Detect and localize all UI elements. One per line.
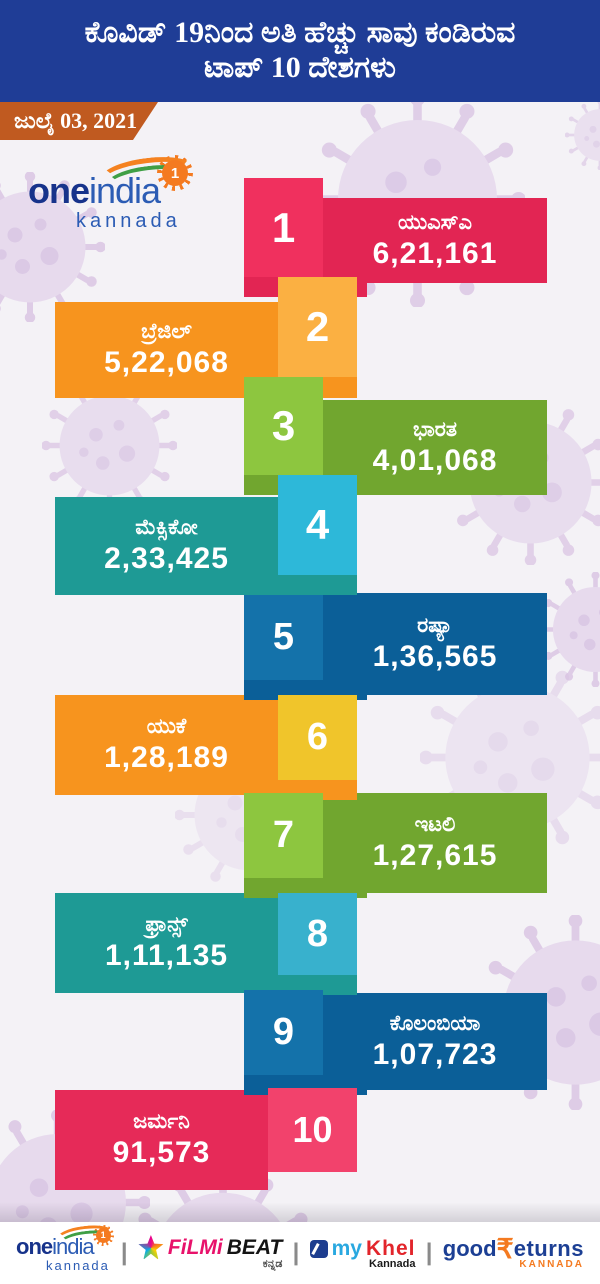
- death-count: 2,33,425: [104, 542, 229, 575]
- footer-bar: oneindia 1 kannada | FiLMi BEAT ಕನ್ನಡ | my…: [0, 1222, 600, 1284]
- page-title-line2: ಟಾಪ್ 10 ದೇಶಗಳು: [204, 51, 396, 84]
- footer-filmibeat-logo[interactable]: FiLMi BEAT ಕನ್ನಡ: [138, 1235, 282, 1271]
- number-one-badge-icon: 1: [92, 1224, 114, 1246]
- country-block: ಯುಕೆ 1,28,189: [55, 695, 278, 795]
- death-count: 91,573: [112, 1136, 211, 1169]
- country-name: ಬ್ರೆಜಿಲ್: [141, 320, 192, 343]
- logo-one-text: one: [28, 170, 90, 211]
- country-block: ಬ್ರೆಜಿಲ್ 5,22,068: [55, 302, 278, 398]
- rank-number-box: 7: [244, 793, 323, 878]
- footer-oneindia-india: india: [52, 1233, 94, 1259]
- country-name: ಜರ್ಮನಿ: [133, 1110, 190, 1133]
- rank-number: 10: [292, 1109, 333, 1150]
- death-count: 1,36,565: [372, 640, 498, 673]
- rank-number: 9: [272, 1011, 295, 1053]
- death-count: 6,21,161: [372, 236, 498, 270]
- mykhel-khel-text: Khel: [365, 1236, 416, 1260]
- footer-oneindia-sub: kannada: [46, 1257, 110, 1273]
- goodreturns-good-text: good: [442, 1236, 497, 1261]
- country-name: ಇಟಲಿ: [414, 813, 456, 836]
- rank-number: 7: [272, 814, 295, 856]
- mykhel-runner-icon: [309, 1239, 328, 1258]
- oneindia-logo: oneindia 1 kannada: [28, 152, 238, 248]
- rupee-icon: ₹: [496, 1234, 514, 1264]
- logo-kannada-text: kannada: [76, 210, 181, 232]
- death-count: 1,28,189: [104, 741, 229, 774]
- date-badge: ಜುಲೈ 03, 2021: [0, 102, 158, 140]
- filmibeat-star-icon: [138, 1235, 164, 1260]
- rank-number-box: 2: [278, 277, 357, 377]
- death-count: 1,11,135: [104, 939, 229, 972]
- rank-number-box: 1: [244, 178, 323, 277]
- rank-number-box: 8: [278, 893, 357, 975]
- country-block: ಮೆಕ್ಸಿಕೋ 2,33,425: [55, 497, 278, 595]
- country-block: ಕೊಲಂಬಿಯಾ 1,07,723: [323, 993, 547, 1090]
- death-count: 1,27,615: [372, 839, 498, 872]
- goodreturns-eturns-text: eturns: [513, 1236, 584, 1261]
- death-count: 1,07,723: [372, 1037, 498, 1071]
- country-name: ಯುಎಸ್ಎ: [397, 210, 473, 234]
- footer-separator: |: [120, 1239, 128, 1266]
- mykhel-sub: Kannada: [369, 1257, 416, 1270]
- rank-number-box: 9: [244, 990, 323, 1075]
- rank-number-box: 4: [278, 475, 357, 575]
- country-name: ಫ್ರಾನ್ಸ್: [145, 913, 188, 936]
- death-count: 4,01,068: [372, 443, 498, 477]
- rank-number: 6: [306, 716, 329, 758]
- footer-goodreturns-logo[interactable]: good ₹ eturns KANNADA: [442, 1234, 584, 1271]
- virus-icon: [565, 100, 600, 170]
- row-connector: [278, 575, 357, 595]
- footer-shadow: [0, 1202, 600, 1222]
- mykhel-my-text: my: [331, 1236, 362, 1260]
- rank-number: 5: [272, 616, 295, 658]
- country-block: ಫ್ರಾನ್ಸ್ 1,11,135: [55, 893, 278, 993]
- goodreturns-sub: KANNADA: [519, 1259, 584, 1270]
- number-one-badge-icon: 1: [157, 155, 194, 191]
- country-name: ಮೆಕ್ಸಿಕೋ: [135, 516, 198, 539]
- rank-number: 4: [305, 501, 330, 548]
- country-name: ರಷ್ಯಾ: [417, 614, 453, 637]
- footer-oneindia-one: one: [16, 1233, 53, 1259]
- country-block: ಜರ್ಮನಿ 91,573: [55, 1090, 268, 1190]
- footer-mykhel-logo[interactable]: my Khel Kannada: [309, 1236, 416, 1270]
- logo-india-text: india: [89, 170, 161, 211]
- rank-number-box: 3: [244, 377, 323, 475]
- rank-number-box: 6: [278, 695, 357, 780]
- country-block: ಯುಎಸ್ಎ 6,21,161: [323, 198, 547, 283]
- death-count: 5,22,068: [104, 346, 229, 379]
- country-name: ಯುಕೆ: [146, 715, 187, 738]
- country-block: ಇಟಲಿ 1,27,615: [323, 793, 547, 893]
- footer-oneindia-logo[interactable]: oneindia 1 kannada: [16, 1222, 116, 1273]
- country-name: ಭಾರತ: [413, 417, 457, 441]
- rank-number: 8: [306, 912, 329, 955]
- page-title-line1: ಕೊವಿಡ್ 19ನಿಂದ ಅತಿ ಹೆಚ್ಚು ಸಾವು ಕಂಡಿರುವ: [84, 16, 516, 49]
- rank-number-box: 5: [244, 595, 323, 680]
- filmibeat-beat-text: BEAT: [226, 1236, 283, 1259]
- rank-number: 1: [271, 203, 296, 251]
- rank-number-box: 10: [268, 1088, 357, 1172]
- rank-number: 2: [305, 303, 330, 350]
- virus-icon: [42, 378, 177, 513]
- footer-separator: |: [292, 1239, 300, 1266]
- country-block: ರಷ್ಯಾ 1,36,565: [323, 593, 547, 695]
- country-name: ಕೊಲಂಬಿಯಾ: [389, 1011, 481, 1035]
- footer-separator: |: [425, 1239, 433, 1266]
- header-banner: ಕೊವಿಡ್ 19ನಿಂದ ಅತಿ ಹೆಚ್ಚು ಸಾವು ಕಂಡಿರುವ ಟಾ…: [0, 0, 600, 102]
- rank-number: 3: [271, 402, 296, 449]
- filmibeat-filmi-text: FiLMi: [167, 1236, 223, 1259]
- filmibeat-sub: ಕನ್ನಡ: [262, 1258, 283, 1270]
